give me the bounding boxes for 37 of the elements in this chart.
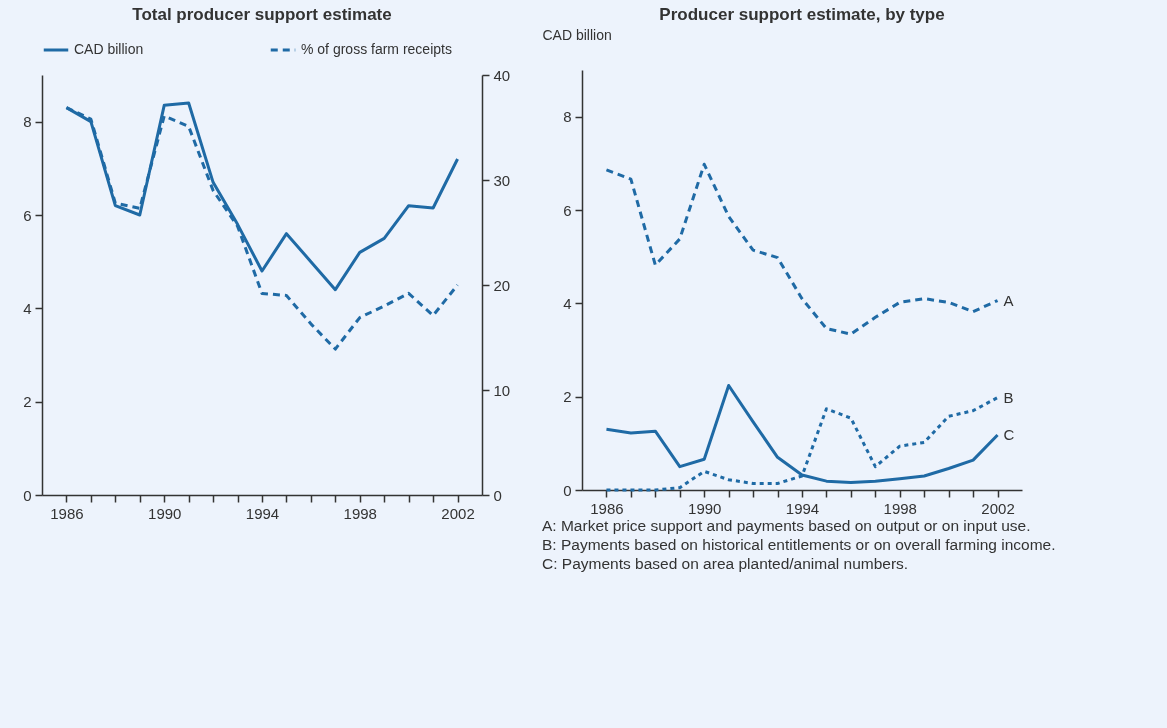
y-tick-label: 0: [23, 486, 32, 504]
line-series: [604, 162, 1000, 336]
x-tick-label: 2002: [441, 504, 475, 522]
x-tick-label: 1986: [590, 499, 624, 517]
text: A: Market price support and payments based on output or on input use.: [542, 516, 1032, 535]
y-tick-label: 2: [563, 388, 572, 406]
series-label: B: [1003, 388, 1014, 406]
legend-label: % of gross farm receipts: [301, 41, 452, 57]
y-tick-label: 8: [563, 108, 572, 126]
text: B: Payments based on historical entitlements or on overall farming income.: [542, 535, 1057, 554]
y-tick-label: 2: [23, 393, 32, 411]
y-tick-label: 4: [563, 294, 572, 312]
y2-tick-label: 0: [493, 486, 502, 504]
y-tick-label: 6: [563, 201, 572, 219]
legend-label: CAD billion: [74, 41, 144, 57]
x-tick-label: 1994: [785, 499, 820, 517]
x-tick-label: 1998: [343, 504, 377, 522]
y-tick-label: 8: [23, 113, 32, 131]
y-tick-label: 6: [23, 206, 32, 224]
x-tick-label: 2002: [981, 499, 1015, 517]
y2-tick-label: 40: [493, 66, 511, 84]
y-tick-label: 4: [23, 299, 32, 317]
y-tick-label: 0: [563, 481, 572, 499]
y2-tick-label: 30: [493, 171, 511, 189]
x-tick-label: 1998: [883, 499, 917, 517]
series-label: A: [1003, 291, 1014, 309]
x-tick-label: 1986: [50, 504, 84, 522]
x-tick-label: 1990: [148, 504, 182, 522]
text: C: Payments based on area planted/animal numbers.: [542, 554, 910, 573]
y2-tick-label: 10: [493, 381, 511, 399]
y-axis-title: CAD billion: [542, 26, 612, 43]
x-tick-label: 1990: [688, 499, 722, 517]
chart-title: Total producer support estimate: [132, 5, 392, 24]
x-tick-label: 1994: [245, 504, 280, 522]
series-label: C: [1003, 425, 1015, 443]
chart-title: Producer support estimate, by type: [659, 5, 945, 24]
y2-tick-label: 20: [493, 276, 511, 294]
